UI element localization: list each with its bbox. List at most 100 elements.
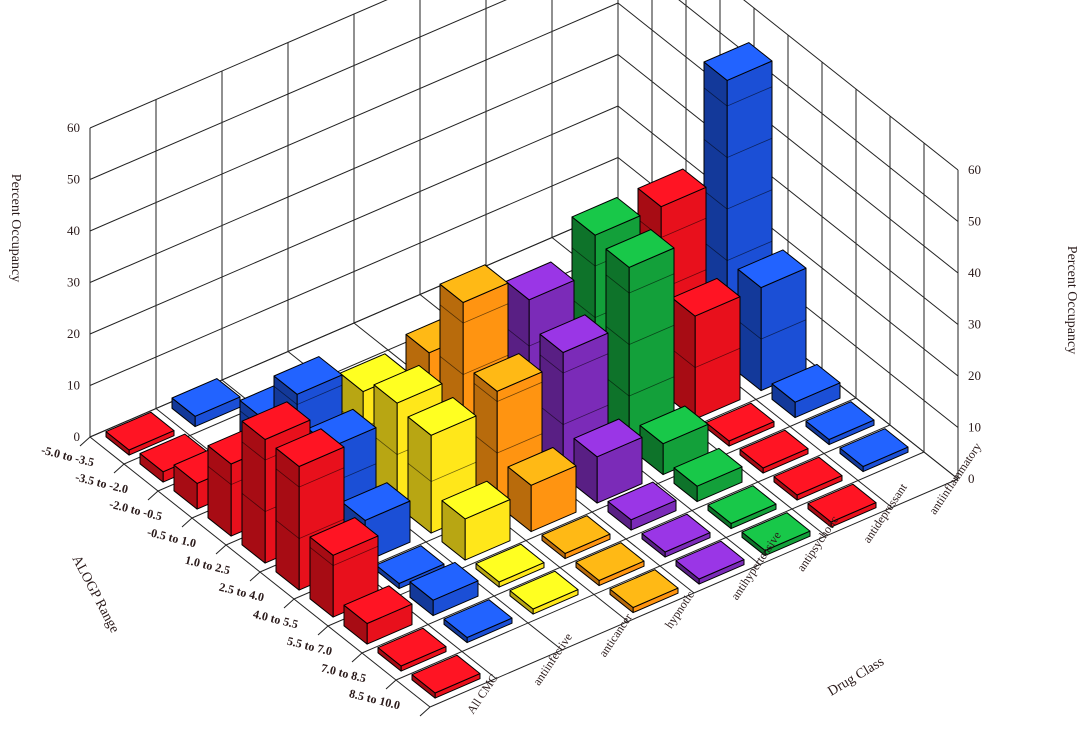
bar-face-top bbox=[241, 401, 311, 440]
z-tick-right: 0 bbox=[968, 471, 975, 486]
z-tick-left: 30 bbox=[67, 275, 80, 290]
z-tick-left: 50 bbox=[67, 172, 80, 187]
bar-anticancer-8 bbox=[509, 570, 579, 615]
bar-segment-line bbox=[605, 376, 675, 397]
bar-face-top bbox=[771, 363, 841, 403]
z-tick-right: 20 bbox=[968, 368, 981, 383]
z-tick-left: 60 bbox=[67, 120, 80, 135]
bar-face-top bbox=[509, 570, 579, 610]
z-axis-ticks-right: 0 10 20 30 40 50 60 bbox=[968, 162, 981, 486]
bar-face-top bbox=[411, 654, 481, 694]
bar-face-top bbox=[475, 543, 545, 583]
bar-face-top bbox=[373, 364, 443, 404]
bar-antipsychotic-7 bbox=[673, 447, 743, 503]
bar-face-top bbox=[637, 168, 707, 208]
bar-face-top bbox=[639, 405, 709, 445]
bar-face-top bbox=[703, 42, 773, 81]
bar-segment-line bbox=[703, 189, 773, 210]
z-tick-right: 60 bbox=[968, 162, 981, 177]
bar-face-top bbox=[541, 515, 611, 554]
bar-antiinflammatory-5 bbox=[737, 249, 807, 392]
bar-face-top bbox=[539, 314, 609, 353]
wall-left-gridline bbox=[89, 105, 619, 335]
bar-anticancer-7 bbox=[475, 543, 545, 588]
bar-segment-line bbox=[275, 467, 345, 488]
bar-face-top bbox=[309, 517, 379, 556]
bar-segment-line bbox=[671, 347, 741, 369]
floor-row-tick bbox=[147, 490, 159, 501]
bar-face-top bbox=[407, 397, 477, 436]
bar-segment-line bbox=[539, 353, 609, 374]
bar-antidepressant-7 bbox=[739, 429, 809, 474]
bar-face-side bbox=[241, 420, 266, 564]
bar-segment-line bbox=[703, 240, 773, 262]
bar-segment-line bbox=[703, 137, 773, 159]
bar-face-top bbox=[505, 261, 575, 301]
bar-antidepressant-6 bbox=[705, 402, 775, 447]
bar-all-cmc-8 bbox=[377, 627, 447, 672]
bar-antiinfective-0 bbox=[171, 378, 241, 428]
col-label: anticancer bbox=[596, 611, 635, 660]
bar-face-top bbox=[641, 513, 711, 553]
bar-hypnotic-9 bbox=[609, 569, 679, 614]
bar-antihypertensive-8 bbox=[641, 513, 711, 558]
row-axis-title: ALOGP Range bbox=[68, 553, 121, 635]
bar-face-top bbox=[377, 627, 447, 667]
bar-face-top bbox=[473, 353, 543, 392]
row-label: 7.0 to 8.5 bbox=[320, 661, 368, 686]
bar-segment-line bbox=[407, 461, 477, 483]
bar-segment-line bbox=[439, 354, 509, 376]
bar-face-top bbox=[605, 229, 675, 268]
floor-row-tick bbox=[113, 463, 125, 474]
row-label: 5.5 to 7.0 bbox=[286, 634, 334, 659]
bar-antipsychotic-9 bbox=[741, 512, 811, 557]
bar-all-cmc-9 bbox=[411, 654, 481, 699]
bar-anticancer-6 bbox=[441, 480, 511, 561]
bar-segment-line bbox=[473, 381, 543, 403]
floor-row-tick bbox=[317, 625, 329, 636]
bar-antidepressant-8 bbox=[773, 456, 843, 501]
z-tick-left: 0 bbox=[74, 429, 81, 444]
bar-segment-line bbox=[275, 518, 345, 540]
bar-face-top bbox=[409, 561, 479, 601]
bar-antidepressant-5 bbox=[671, 277, 741, 420]
wall-left-gridline bbox=[89, 0, 507, 180]
bar-face-top bbox=[573, 418, 643, 458]
z-tick-left: 40 bbox=[67, 223, 80, 238]
bar-antipsychotic-5 bbox=[605, 229, 675, 449]
z-tick-right: 50 bbox=[968, 214, 981, 229]
col-label: antidepressant bbox=[860, 480, 910, 545]
row-label: 2.5 to 4.0 bbox=[218, 580, 266, 605]
bar-segment-line bbox=[473, 433, 543, 454]
bar-face-top bbox=[343, 585, 413, 624]
bar-antiinflammatory-6 bbox=[771, 363, 841, 419]
bar-face-top bbox=[707, 485, 777, 524]
bar-face-top bbox=[807, 483, 877, 523]
bar-face-side bbox=[275, 447, 300, 591]
bar-face-top bbox=[839, 428, 909, 467]
z-tick-right: 30 bbox=[968, 317, 981, 332]
bar-face-top bbox=[737, 249, 807, 289]
floor-row-tick bbox=[351, 652, 363, 663]
bar-antiinflammatory-7 bbox=[805, 401, 875, 446]
bar-face-top bbox=[673, 447, 743, 487]
floor-row-tick bbox=[181, 517, 193, 528]
wall-left-gridline bbox=[89, 157, 619, 386]
bar-face-top bbox=[805, 401, 875, 440]
bar-face-top bbox=[675, 540, 745, 580]
bar-face-top bbox=[741, 512, 811, 551]
y-axis-title-right: Percent Occupancy bbox=[1064, 246, 1079, 354]
col-label: antiinfective bbox=[530, 630, 575, 688]
wall-left-gridline bbox=[89, 2, 619, 232]
z-axis-ticks-left: 0 10 20 30 40 50 60 bbox=[67, 120, 80, 444]
bar-antipsychotic-8 bbox=[707, 485, 777, 530]
floor-row-tick bbox=[283, 598, 295, 609]
bar-face-top bbox=[375, 545, 445, 584]
row-label: 8.5 to 10.0 bbox=[348, 686, 402, 712]
bar-all-cmc-7 bbox=[343, 585, 413, 645]
bar-antidepressant-9 bbox=[807, 483, 877, 528]
bar-face-top bbox=[609, 569, 679, 608]
bar-face-top bbox=[275, 428, 345, 467]
wall-right-gridline bbox=[743, 0, 959, 171]
bar-antihypertensive-6 bbox=[573, 418, 643, 504]
